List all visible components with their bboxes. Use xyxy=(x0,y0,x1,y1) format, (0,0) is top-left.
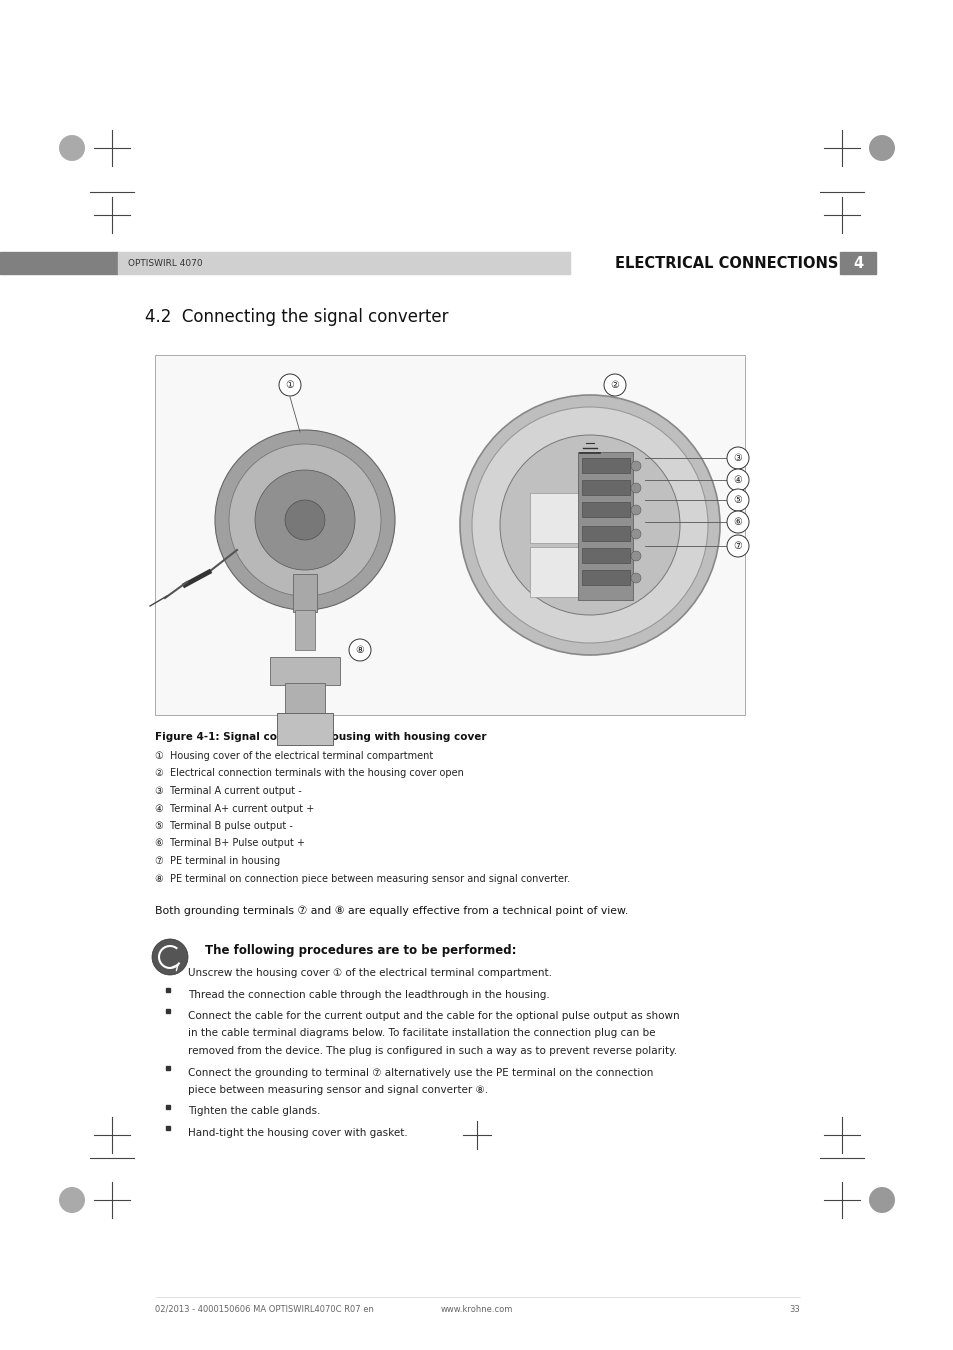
Text: ⑦: ⑦ xyxy=(733,541,741,551)
Circle shape xyxy=(726,447,748,468)
Circle shape xyxy=(726,468,748,491)
Circle shape xyxy=(726,535,748,558)
Circle shape xyxy=(499,435,679,616)
Bar xyxy=(581,481,629,495)
Text: ②: ② xyxy=(610,379,618,390)
Text: ⑦  PE terminal in housing: ⑦ PE terminal in housing xyxy=(154,856,280,865)
Text: Both grounding terminals ⑦ and ⑧ are equally effective from a technical point of: Both grounding terminals ⑦ and ⑧ are equ… xyxy=(154,906,628,917)
Circle shape xyxy=(868,1187,894,1214)
Text: www.krohne.com: www.krohne.com xyxy=(440,1305,513,1314)
Text: ⑥  Terminal B+ Pulse output +: ⑥ Terminal B+ Pulse output + xyxy=(154,838,305,849)
Text: Tighten the cable glands.: Tighten the cable glands. xyxy=(188,1107,320,1116)
Text: The following procedures are to be performed:: The following procedures are to be perfo… xyxy=(205,944,516,957)
Text: 33: 33 xyxy=(788,1305,800,1314)
Circle shape xyxy=(59,1187,85,1214)
Text: ⑥: ⑥ xyxy=(733,517,741,526)
Text: Thread the connection cable through the leadthrough in the housing.: Thread the connection cable through the … xyxy=(188,990,549,999)
Circle shape xyxy=(152,940,188,975)
Bar xyxy=(581,458,629,472)
Circle shape xyxy=(726,512,748,533)
Circle shape xyxy=(472,406,707,643)
Text: 02/2013 - 4000150606 MA OPTISWIRL4070C R07 en: 02/2013 - 4000150606 MA OPTISWIRL4070C R… xyxy=(154,1305,374,1314)
Text: ①: ① xyxy=(285,379,294,390)
Text: Figure 4-1: Signal converter housing with housing cover: Figure 4-1: Signal converter housing wit… xyxy=(154,732,486,742)
Bar xyxy=(276,713,333,745)
Circle shape xyxy=(630,460,640,471)
Bar xyxy=(285,683,325,716)
Bar xyxy=(0,252,118,274)
Circle shape xyxy=(630,572,640,583)
Text: OPTISWIRL 4070: OPTISWIRL 4070 xyxy=(128,258,202,267)
Circle shape xyxy=(214,431,395,610)
Bar xyxy=(270,657,339,684)
Bar xyxy=(118,252,569,274)
Bar xyxy=(581,570,629,585)
Bar xyxy=(581,548,629,563)
Circle shape xyxy=(868,135,894,161)
Circle shape xyxy=(459,396,720,655)
Text: removed from the device. The plug is configured in such a way as to prevent reve: removed from the device. The plug is con… xyxy=(188,1046,677,1056)
Text: Connect the cable for the current output and the cable for the optional pulse ou: Connect the cable for the current output… xyxy=(188,1011,679,1021)
Text: 4.2  Connecting the signal converter: 4.2 Connecting the signal converter xyxy=(145,308,448,325)
Bar xyxy=(530,493,609,543)
Bar xyxy=(578,452,633,599)
Bar xyxy=(581,526,629,541)
Text: Unscrew the housing cover ① of the electrical terminal compartment.: Unscrew the housing cover ① of the elect… xyxy=(188,968,552,977)
Circle shape xyxy=(630,505,640,514)
Bar xyxy=(530,547,609,597)
Text: ⑤  Terminal B pulse output -: ⑤ Terminal B pulse output - xyxy=(154,821,293,832)
Circle shape xyxy=(726,489,748,512)
Circle shape xyxy=(349,639,371,662)
Circle shape xyxy=(630,551,640,562)
Text: Hand-tight the housing cover with gasket.: Hand-tight the housing cover with gasket… xyxy=(188,1129,407,1138)
Text: ②  Electrical connection terminals with the housing cover open: ② Electrical connection terminals with t… xyxy=(154,768,463,779)
Circle shape xyxy=(603,374,625,396)
Bar xyxy=(293,574,316,612)
Circle shape xyxy=(254,470,355,570)
Circle shape xyxy=(285,500,325,540)
Text: Connect the grounding to terminal ⑦ alternatively use the PE terminal on the con: Connect the grounding to terminal ⑦ alte… xyxy=(188,1068,653,1077)
Text: piece between measuring sensor and signal converter ⑧.: piece between measuring sensor and signa… xyxy=(188,1085,488,1095)
Text: ④  Terminal A+ current output +: ④ Terminal A+ current output + xyxy=(154,803,314,814)
Text: ⑤: ⑤ xyxy=(733,495,741,505)
Bar xyxy=(581,502,629,517)
Circle shape xyxy=(278,374,301,396)
Text: ③: ③ xyxy=(733,454,741,463)
Circle shape xyxy=(229,444,380,595)
Bar xyxy=(154,355,744,716)
Text: ELECTRICAL CONNECTIONS: ELECTRICAL CONNECTIONS xyxy=(614,255,837,270)
Bar xyxy=(840,252,875,274)
Text: ⑧: ⑧ xyxy=(355,645,364,655)
Circle shape xyxy=(630,529,640,539)
Text: in the cable terminal diagrams below. To facilitate installation the connection : in the cable terminal diagrams below. To… xyxy=(188,1029,655,1038)
Text: 4: 4 xyxy=(852,255,862,270)
Text: ⑧  PE terminal on connection piece between measuring sensor and signal converter: ⑧ PE terminal on connection piece betwee… xyxy=(154,873,570,883)
Circle shape xyxy=(59,135,85,161)
Text: ④: ④ xyxy=(733,475,741,485)
Bar xyxy=(294,610,314,649)
Circle shape xyxy=(630,483,640,493)
Text: ①  Housing cover of the electrical terminal compartment: ① Housing cover of the electrical termin… xyxy=(154,751,433,761)
Text: ③  Terminal A current output -: ③ Terminal A current output - xyxy=(154,786,301,796)
